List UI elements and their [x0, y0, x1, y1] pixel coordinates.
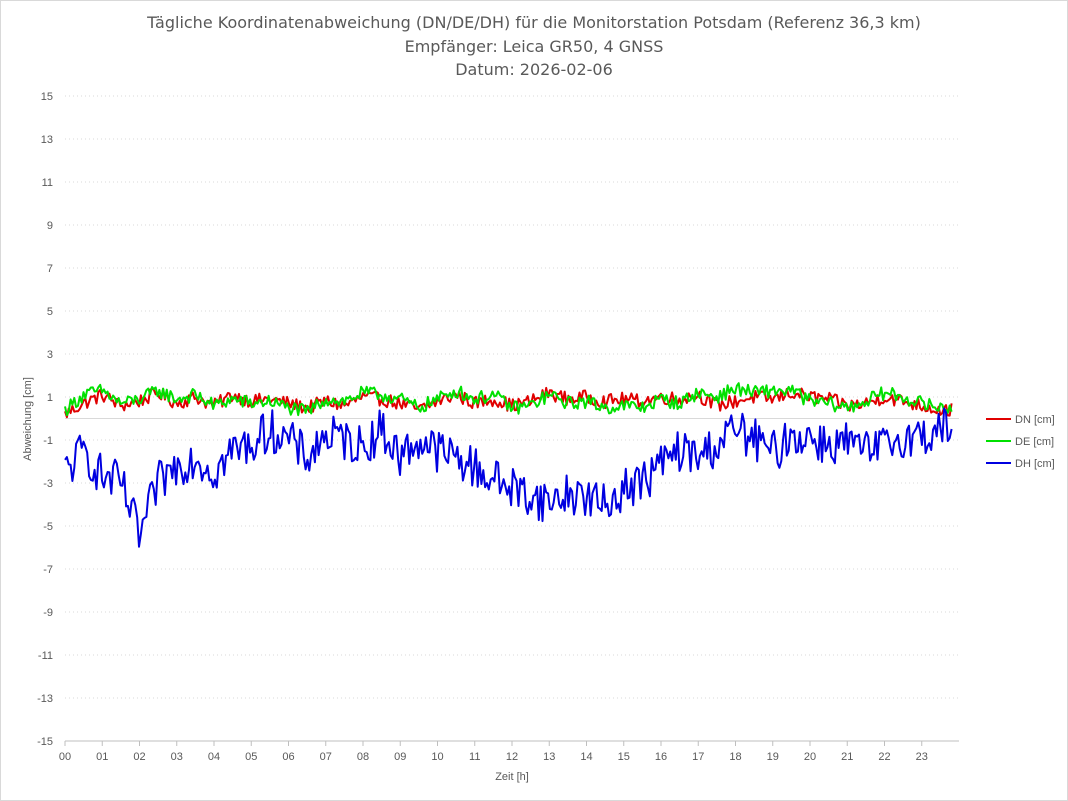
- y-axis-title: Abweichung [cm]: [22, 377, 34, 461]
- y-axis-ticks: 15 13 11 9 7 5 3 1 -1 -3 -5 -7 -9 -11 -13 -15: [37, 91, 53, 748]
- y-tick-label: -9: [43, 607, 53, 619]
- x-tick-label: 22: [878, 751, 890, 763]
- x-tick-label: 02: [133, 751, 145, 763]
- series-line-de: [64, 382, 953, 417]
- x-tick-label: 00: [59, 751, 71, 763]
- y-tick-label: 7: [47, 263, 53, 275]
- legend-label: DH [cm]: [1015, 458, 1055, 470]
- x-tick-label: 06: [282, 751, 294, 763]
- y-tick-label: 13: [41, 134, 53, 146]
- legend-label: DE [cm]: [1015, 436, 1054, 448]
- x-tick-label: 18: [729, 751, 741, 763]
- y-tick-label: 11: [42, 177, 53, 189]
- x-tick-label: 11: [469, 751, 480, 763]
- x-tick-label: 21: [841, 751, 853, 763]
- x-tick-label: 12: [506, 751, 518, 763]
- x-tick-label: 19: [767, 751, 779, 763]
- x-tick-label: 04: [208, 751, 220, 763]
- x-tick-label: 09: [394, 751, 406, 763]
- x-axis-title: Zeit [h]: [495, 771, 529, 783]
- chart-title: Tägliche Koordinatenabweichung (DN/DE/DH…: [147, 13, 921, 32]
- x-tick-label: 17: [692, 751, 704, 763]
- x-tick-label: 01: [96, 751, 108, 763]
- x-tick-label: 07: [320, 751, 332, 763]
- legend: DN [cm] DE [cm] DH [cm]: [986, 414, 1055, 470]
- x-tick-label: 10: [431, 751, 443, 763]
- chart-subtitle-receiver: Empfänger: Leica GR50, 4 GNSS: [404, 37, 664, 56]
- legend-label: DN [cm]: [1015, 414, 1055, 426]
- x-tick-label: 05: [245, 751, 257, 763]
- x-tick-label: 15: [618, 751, 630, 763]
- y-tick-label: 15: [41, 91, 53, 103]
- y-tick-label: -1: [43, 435, 53, 447]
- x-tick-label: 14: [580, 751, 592, 763]
- x-axis-ticks: 00 01 02 03 04 05 06 07 08 09 10 11 12 13 14 15 16 17 18 19…: [59, 741, 928, 763]
- y-tick-label: -13: [37, 693, 53, 705]
- chart-subtitle-date: Datum: 2026-02-06: [455, 60, 613, 79]
- x-tick-label: 13: [543, 751, 555, 763]
- y-tick-label: 3: [47, 349, 53, 361]
- y-tick-label: -11: [38, 650, 53, 662]
- y-tick-label: -3: [43, 478, 53, 490]
- x-tick-label: 08: [357, 751, 369, 763]
- y-tick-label: -5: [43, 521, 53, 533]
- y-tick-label: -15: [37, 736, 53, 748]
- x-tick-label: 03: [171, 751, 183, 763]
- y-tick-label: 5: [47, 306, 53, 318]
- grid-lines: [65, 95, 959, 742]
- x-tick-label: 23: [916, 751, 928, 763]
- x-tick-label: 16: [655, 751, 667, 763]
- y-tick-label: 9: [47, 220, 53, 232]
- series-lines: [64, 382, 953, 548]
- series-line-dh: [64, 407, 953, 548]
- y-tick-label: -7: [43, 564, 53, 576]
- y-tick-label: 1: [47, 392, 53, 404]
- x-tick-label: 20: [804, 751, 816, 763]
